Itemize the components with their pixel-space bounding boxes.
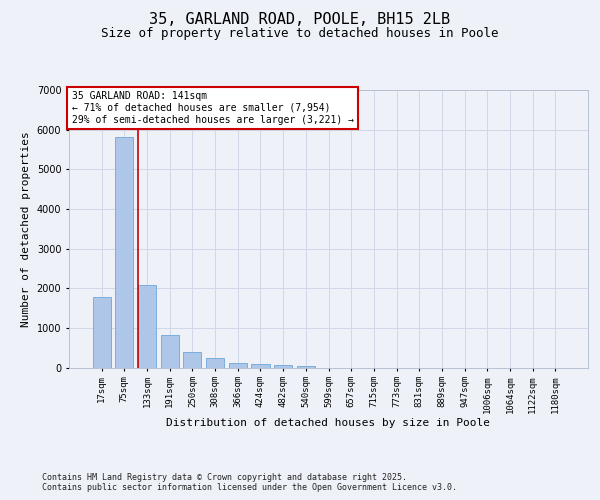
Bar — [297, 366, 315, 368]
Bar — [138, 284, 156, 368]
X-axis label: Distribution of detached houses by size in Poole: Distribution of detached houses by size … — [167, 418, 491, 428]
Bar — [92, 297, 111, 368]
Bar — [161, 335, 179, 368]
Bar — [184, 352, 202, 368]
Text: Contains HM Land Registry data © Crown copyright and database right 2025.
Contai: Contains HM Land Registry data © Crown c… — [42, 472, 457, 492]
Bar — [206, 358, 224, 368]
Text: 35, GARLAND ROAD, POOLE, BH15 2LB: 35, GARLAND ROAD, POOLE, BH15 2LB — [149, 12, 451, 28]
Bar — [251, 364, 269, 368]
Text: 35 GARLAND ROAD: 141sqm
← 71% of detached houses are smaller (7,954)
29% of semi: 35 GARLAND ROAD: 141sqm ← 71% of detache… — [71, 92, 353, 124]
Y-axis label: Number of detached properties: Number of detached properties — [21, 131, 31, 326]
Bar — [274, 365, 292, 368]
Text: Size of property relative to detached houses in Poole: Size of property relative to detached ho… — [101, 28, 499, 40]
Bar — [229, 362, 247, 368]
Bar — [115, 137, 133, 368]
